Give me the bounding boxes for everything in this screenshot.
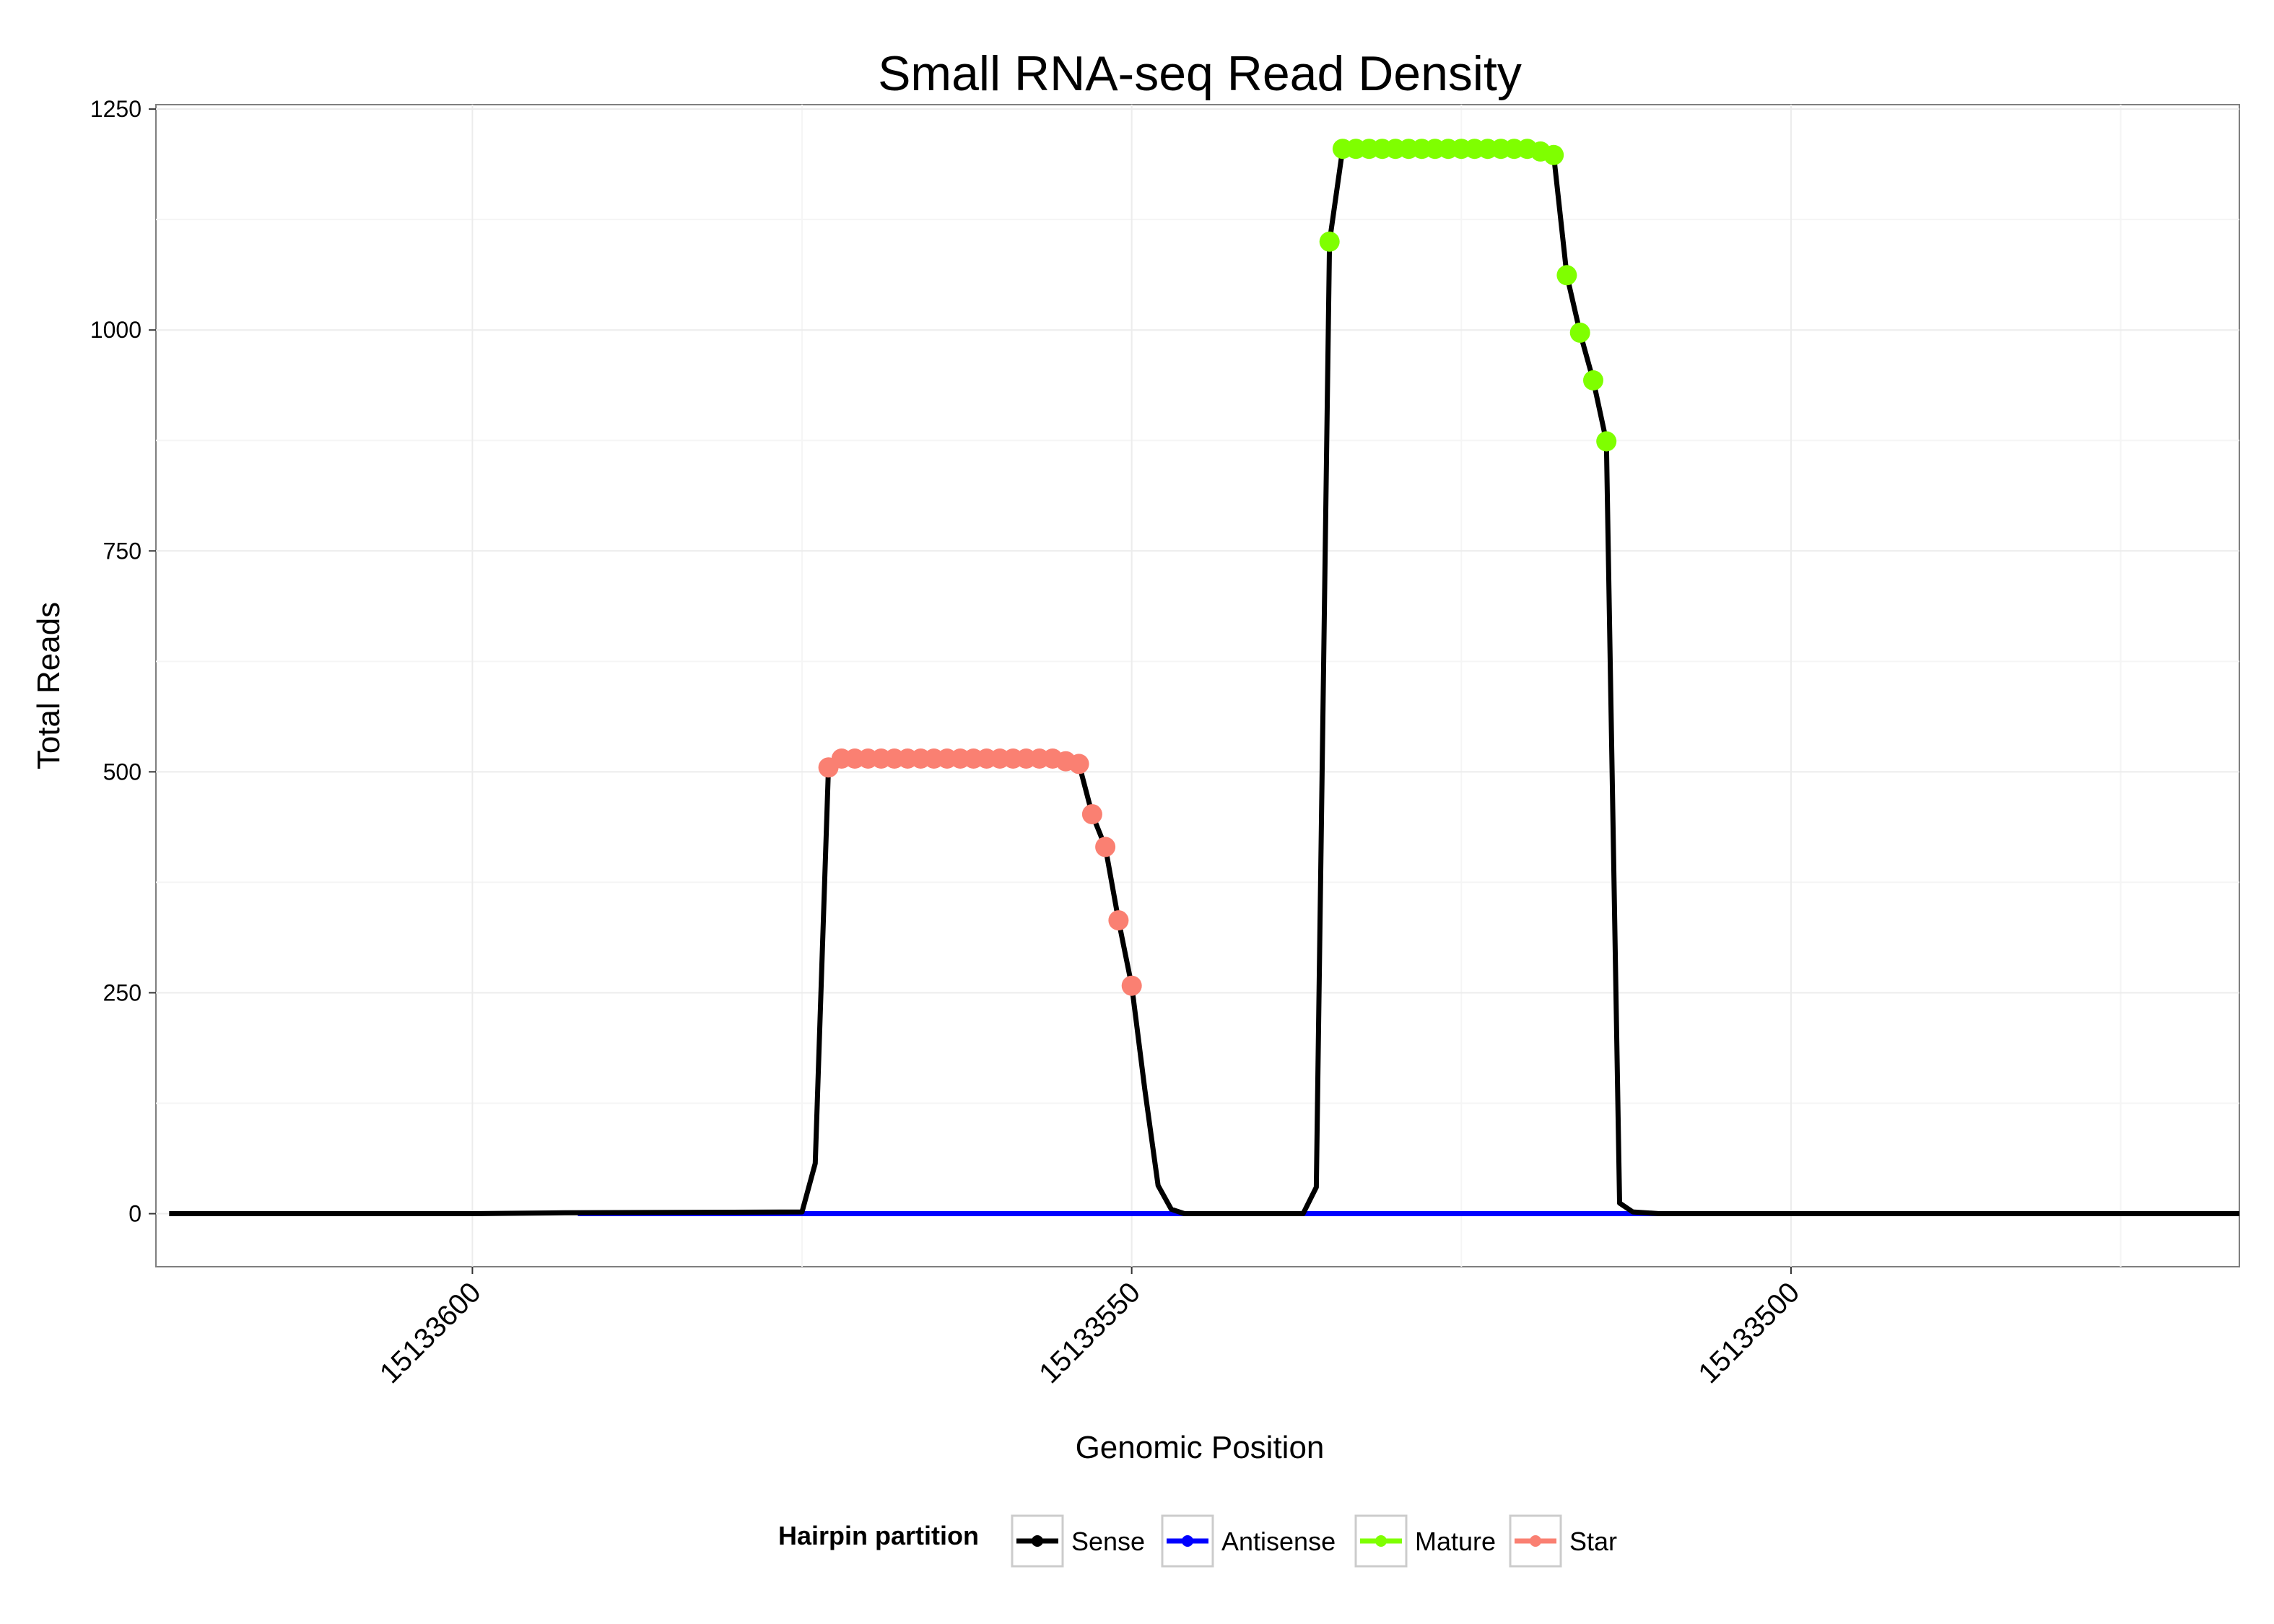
- data-point-mature: [1569, 322, 1590, 343]
- legend-label: Sense: [1071, 1527, 1145, 1556]
- y-axis: 0 250 500 750 1000 1250: [90, 96, 156, 1227]
- legend-key-dot: [1375, 1535, 1387, 1547]
- legend-entry-star: Star: [1509, 1514, 1617, 1568]
- data-point-mature: [1596, 431, 1617, 452]
- x-tick-label: 15133500: [1692, 1276, 1805, 1389]
- plot-panel: [155, 104, 2240, 1267]
- chart-title: Small RNA-seq Read Density: [878, 46, 1522, 101]
- data-point-mature: [1556, 265, 1577, 286]
- points-layer: [818, 139, 1617, 996]
- legend-label: Star: [1569, 1527, 1617, 1556]
- data-point-star: [1081, 804, 1102, 825]
- x-tick-label: 15133600: [374, 1276, 487, 1389]
- data-point-mature: [1543, 144, 1564, 165]
- data-point-star: [1121, 975, 1142, 996]
- minor-gridlines: [156, 105, 2239, 1267]
- x-axis: 15133600 15133550 15133500: [374, 1267, 1805, 1389]
- legend: Hairpin partition Sense Antisense Mature St…: [778, 1514, 1617, 1568]
- legend-entries: Sense Antisense Mature Star: [1011, 1514, 1617, 1568]
- x-axis-title: Genomic Position: [1076, 1430, 1325, 1465]
- legend-key-dot: [1530, 1535, 1541, 1547]
- y-tick-label: 1000: [90, 317, 141, 343]
- legend-entry-mature: Mature: [1354, 1514, 1496, 1568]
- data-point-star: [1095, 837, 1116, 857]
- data-point-mature: [1583, 370, 1603, 390]
- legend-entry-sense: Sense: [1011, 1514, 1145, 1568]
- y-tick-label: 750: [103, 538, 141, 564]
- legend-key-dot: [1182, 1535, 1193, 1547]
- y-tick-label: 1250: [90, 96, 141, 122]
- y-tick-label: 250: [103, 979, 141, 1005]
- legend-entry-antisense: Antisense: [1161, 1514, 1336, 1568]
- data-point-star: [1108, 910, 1129, 931]
- legend-key-dot: [1032, 1535, 1043, 1547]
- data-point-star: [1068, 754, 1089, 774]
- legend-title: Hairpin partition: [778, 1521, 979, 1550]
- x-tick-label: 15133550: [1033, 1276, 1146, 1389]
- y-axis-title: Total Reads: [31, 602, 66, 769]
- legend-label: Antisense: [1221, 1527, 1336, 1556]
- legend-label: Mature: [1415, 1527, 1496, 1556]
- data-point-mature: [1319, 231, 1340, 252]
- y-tick-label: 0: [128, 1201, 141, 1227]
- y-tick-label: 500: [103, 759, 141, 785]
